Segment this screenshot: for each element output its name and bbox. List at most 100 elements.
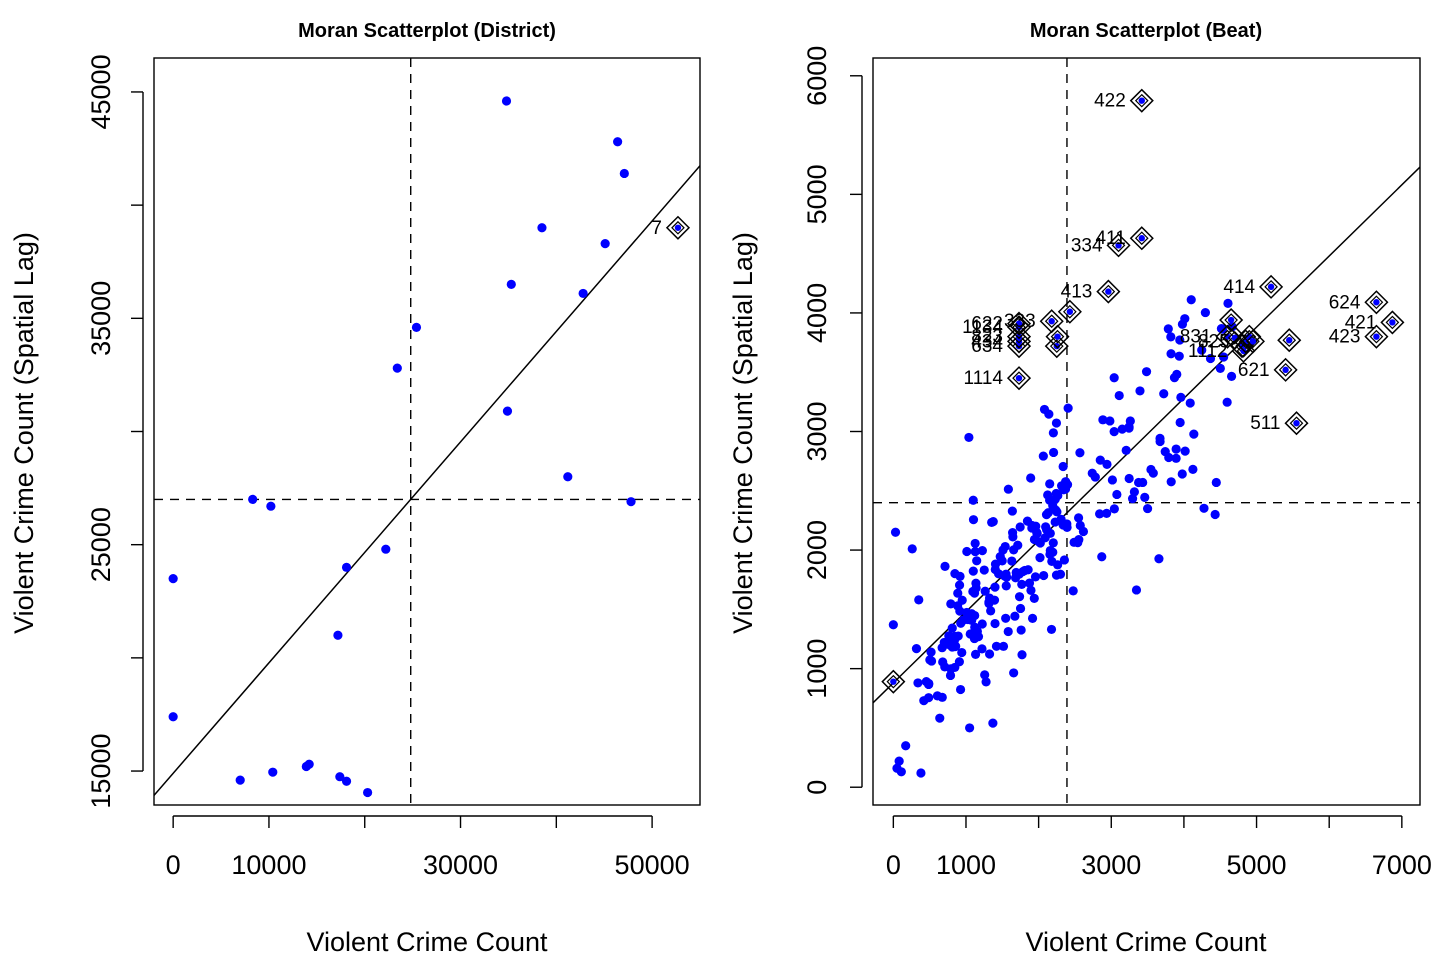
beat-influential-point <box>1066 308 1074 315</box>
district-data-point <box>600 239 610 249</box>
beat-data-point <box>1109 373 1119 383</box>
beat-x-tick-label: 5000 <box>1227 850 1287 880</box>
beat-influential-inner <box>1134 231 1149 246</box>
district-panel: Moran Scatterplot (District) Violent Cri… <box>9 20 701 957</box>
beat-data-point <box>1039 404 1050 415</box>
beat-data-point <box>977 619 987 629</box>
beat-data-point <box>990 564 1000 575</box>
beat-data-point <box>979 565 989 575</box>
beat-data-point <box>1148 468 1158 478</box>
beat-data-point <box>1180 446 1190 456</box>
beat-influential-diamond <box>1277 328 1302 353</box>
beat-data-point <box>1009 668 1019 678</box>
beat-data-point <box>957 595 967 605</box>
district-data-point <box>341 776 352 786</box>
beat-influential-point <box>1015 374 1023 382</box>
beat-influential-inner <box>1369 329 1384 344</box>
beat-data-point <box>1154 554 1164 564</box>
beat-y-tick-label: 6000 <box>802 46 832 106</box>
district-y-tick-label: 45000 <box>86 54 116 129</box>
district-data-point <box>537 223 547 233</box>
beat-data-point <box>1141 367 1152 377</box>
beat-y-tick-label: 0 <box>802 780 832 795</box>
beat-data-point <box>1027 613 1038 623</box>
beat-data-point <box>1038 451 1048 461</box>
beat-data-point <box>1029 593 1039 603</box>
district-y-tick-label: 25000 <box>86 507 116 582</box>
beat-panel: Moran Scatterplot (Beat) Violent Crime C… <box>728 20 1432 957</box>
beat-influential-diamond <box>1259 274 1284 299</box>
beat-influential-point <box>1293 420 1300 427</box>
beat-data-point <box>1075 448 1085 458</box>
district-x-axis-label: Violent Crime Count <box>306 927 548 957</box>
beat-data-point <box>1174 351 1184 361</box>
beat-data-point <box>1063 403 1073 413</box>
beat-data-point <box>938 657 948 667</box>
beat-data-point <box>1075 520 1085 531</box>
beat-influential-point <box>1373 333 1380 340</box>
beat-data-point <box>1166 332 1176 342</box>
beat-data-point <box>1109 427 1119 437</box>
beat-data-point <box>971 578 981 588</box>
beat-influential-label: 423 <box>1329 327 1361 348</box>
district-data-point <box>578 288 588 299</box>
beat-data-point <box>1222 397 1232 407</box>
district-x-tick-label: 50000 <box>615 850 690 880</box>
beat-data-point <box>947 623 957 633</box>
beat-data-point <box>925 655 935 665</box>
beat-data-point <box>1048 428 1058 438</box>
beat-data-point <box>1048 538 1058 548</box>
beat-data-point <box>1058 520 1068 530</box>
beat-data-point <box>1211 477 1221 488</box>
beat-data-point <box>1107 475 1117 485</box>
beat-y-tick-label: 3000 <box>802 401 832 461</box>
district-data-point <box>501 96 512 106</box>
beat-data-point <box>1159 389 1169 399</box>
beat-data-point <box>1140 492 1150 503</box>
beat-influential-inner <box>1224 313 1238 327</box>
beat-plot-frame <box>872 57 1421 806</box>
beat-data-point <box>972 556 982 566</box>
district-data-point <box>411 322 422 332</box>
district-influential-diamond <box>665 215 691 240</box>
beat-data-point <box>937 692 947 702</box>
beat-influential-diamond <box>1006 311 1032 336</box>
beat-influential-diamond <box>881 669 906 694</box>
beat-data-point <box>1215 363 1225 374</box>
beat-data-point <box>1026 585 1036 595</box>
district-plot-area: 7 <box>154 58 700 805</box>
beat-data-point <box>1051 418 1062 428</box>
beat-data-point <box>977 546 987 556</box>
district-data-point <box>341 562 352 572</box>
beat-influential-point <box>1267 283 1275 291</box>
beat-data-point <box>968 495 978 505</box>
beat-data-point <box>913 678 923 688</box>
beat-data-point <box>1155 433 1165 443</box>
beat-data-point <box>1112 489 1122 500</box>
beat-influential-inner <box>886 674 901 689</box>
beat-data-point <box>990 618 1000 629</box>
beat-data-point <box>970 546 980 557</box>
beat-influential-label: 434 <box>971 331 1003 352</box>
beat-influential-label: 421 <box>1345 312 1377 333</box>
beat-influential-diamond <box>1129 226 1154 251</box>
beat-influential-point <box>1015 338 1023 345</box>
beat-data-point <box>1035 538 1045 548</box>
beat-data-point <box>1175 417 1185 428</box>
beat-data-point <box>998 641 1009 651</box>
beat-data-point <box>1188 464 1198 474</box>
beat-data-point <box>1062 480 1073 490</box>
beat-influential-point <box>1048 318 1055 325</box>
beat-data-point <box>1125 416 1135 426</box>
beat-data-point <box>1171 453 1181 463</box>
beat-influential-inner <box>1264 279 1278 294</box>
beat-influential-point <box>1015 342 1023 350</box>
beat-influential-inner <box>1111 238 1126 253</box>
beat-data-point <box>937 643 947 653</box>
beat-data-point <box>914 595 924 605</box>
beat-influential-point <box>1138 97 1145 104</box>
beat-axes: 0 1000 3000 5000 7000 0 1000 2000 3000 4000 5000 60… <box>802 46 1432 880</box>
district-data-point <box>502 406 513 416</box>
beat-data-point <box>1035 553 1045 563</box>
beat-influential-label: 413 <box>1061 282 1093 303</box>
